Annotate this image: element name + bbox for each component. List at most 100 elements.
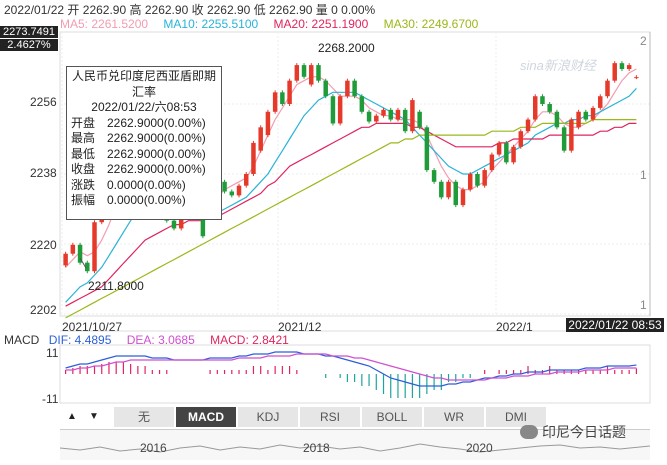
candle-body — [280, 92, 285, 104]
macd-y-bottom: -11 — [42, 392, 59, 406]
y-label-2202: 2202 — [30, 303, 57, 317]
candle-body — [352, 80, 357, 97]
candle-body — [294, 65, 300, 81]
x-label-3: 2022/1 — [496, 320, 533, 334]
macd-legend: MACD DIF: 4.4895 DEA: 3.0685 MACD: 2.842… — [4, 333, 289, 347]
high-annotation: 2268.2000 — [318, 41, 375, 55]
candle-body — [236, 185, 242, 196]
y-label-2220: 2220 — [30, 238, 57, 252]
candle-body — [374, 115, 379, 122]
header-vol: 0 — [331, 3, 338, 17]
candle-body — [70, 244, 76, 254]
tooltip-row: 最低 2262.9000(0.00%) — [71, 146, 206, 161]
tooltip-title-1: 人民币兑印度尼西亚盾即期 — [71, 69, 216, 83]
candle-body — [301, 65, 307, 77]
candle-body — [561, 127, 567, 151]
tab-wr[interactable]: WR — [424, 407, 485, 427]
tooltip-row: 最高 2262.9000(0.00%) — [71, 131, 206, 145]
macd-line-dea — [65, 353, 637, 381]
candle-body — [583, 111, 589, 120]
ma-legend: MA5: 2261.5200 MA10: 2255.5100 MA20: 225… — [60, 17, 490, 31]
ohlc-tooltip: 人民币兑印度尼西亚盾即期 汇率 2022/01/22/六08:53 开盘 2262… — [66, 66, 222, 220]
tab-kdj[interactable]: KDJ — [238, 407, 299, 427]
macd-dif: DIF: 4.4895 — [48, 333, 112, 347]
range-overview[interactable] — [59, 429, 651, 460]
header-low: 2262.90 — [269, 3, 313, 17]
candle-body — [85, 262, 90, 272]
tab-dmi[interactable]: DMI — [486, 407, 547, 427]
low-annotation: 2211.8000 — [88, 279, 144, 293]
header-close-label: 收 — [191, 3, 204, 17]
candle-body — [460, 189, 466, 206]
macd-dea: DEA: 3.0685 — [126, 333, 195, 347]
ma-line-ma30 — [65, 118, 637, 319]
y-label-2256: 2256 — [30, 95, 57, 109]
candle-body — [626, 65, 632, 69]
candle-body — [489, 154, 495, 171]
candle-body — [323, 80, 328, 97]
x-label-1: 2021/10/27 — [62, 320, 123, 334]
scroll-down-arrow-icon[interactable]: ▼ — [89, 411, 99, 422]
tab-none[interactable]: 无 — [114, 407, 175, 427]
macd-line-dif — [65, 351, 637, 387]
candle-body — [504, 142, 509, 163]
candle-body — [222, 181, 227, 192]
candle-body — [576, 111, 581, 128]
candle-body — [569, 119, 574, 151]
tooltip-row: 开盘 2262.9000(0.00%) — [71, 115, 206, 130]
tab-boll[interactable]: BOLL — [362, 407, 423, 427]
candle-body — [605, 80, 610, 97]
candle-body — [439, 181, 444, 198]
brand-text: 印尼今日话题 — [542, 424, 626, 440]
pct-flag: 2.4627% — [0, 39, 58, 51]
tab-rsi[interactable]: RSI — [300, 407, 361, 427]
crosshair-date-flag: 2022/01/22 08:53 — [566, 318, 664, 332]
candle-body — [388, 109, 393, 120]
candle-body — [171, 220, 177, 229]
candle-body — [424, 127, 430, 171]
candle-body — [540, 96, 545, 104]
chart-grid — [60, 32, 650, 316]
brand-badge: 印尼今日话题 — [520, 422, 626, 442]
candle-body — [337, 96, 343, 124]
candle-body — [525, 119, 531, 132]
ma-line-ma20 — [65, 122, 637, 307]
candle-body — [243, 174, 249, 186]
candle-body — [590, 107, 596, 120]
candle-body — [229, 191, 235, 196]
indicator-tabs: 无 MACD KDJ RSI BOLL WR DMI — [58, 407, 558, 427]
year-label-2020: 2020 — [466, 441, 493, 455]
candle-body — [258, 127, 263, 151]
candle-body — [63, 253, 68, 266]
header-open-label: 开 — [67, 3, 80, 17]
candle-body — [431, 170, 437, 182]
header-open: 2262.90 — [82, 3, 127, 17]
candle-body — [532, 96, 538, 120]
candle-body — [402, 109, 408, 132]
tab-macd[interactable]: MACD — [176, 407, 237, 427]
candle-body — [381, 109, 386, 116]
candle-body — [309, 65, 314, 85]
candle-body — [612, 63, 617, 81]
candle-body — [77, 244, 83, 263]
candle-body — [287, 80, 292, 104]
candle-body — [395, 109, 401, 120]
candle-body — [265, 111, 271, 136]
right-label-3: 1 — [640, 298, 647, 312]
candle-body — [619, 63, 625, 69]
scroll-up-arrow-icon[interactable]: ▲ — [67, 411, 77, 422]
candle-body — [410, 100, 415, 132]
candle-body — [634, 77, 639, 79]
header-low-label: 低 — [253, 3, 266, 17]
candle-body — [92, 222, 97, 272]
candle-body — [511, 146, 516, 163]
watermark: sina新浪财经 — [520, 58, 596, 73]
tooltip-title-2: 汇率 — [131, 84, 156, 99]
y-label-2238: 2238 — [30, 166, 57, 180]
candle-body — [251, 142, 256, 174]
header-date: 2022/01/22 — [4, 3, 65, 17]
header-close: 2262.90 — [206, 3, 251, 17]
candle-body — [547, 104, 552, 112]
macd-y-top: 11 — [46, 346, 59, 360]
legend-ma10: MA10: 2255.5100 — [163, 17, 259, 31]
